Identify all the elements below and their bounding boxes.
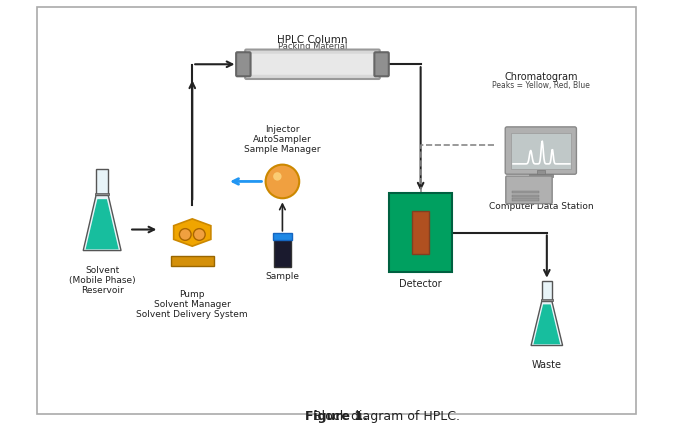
Circle shape (273, 172, 281, 181)
Polygon shape (174, 219, 211, 246)
Text: Pump
Solvent Manager
Solvent Delivery System: Pump Solvent Manager Solvent Delivery Sy… (137, 290, 248, 320)
FancyBboxPatch shape (96, 193, 109, 195)
FancyBboxPatch shape (512, 195, 539, 197)
FancyBboxPatch shape (374, 52, 389, 76)
Text: HPLC Column: HPLC Column (277, 35, 348, 45)
FancyBboxPatch shape (542, 281, 552, 301)
FancyBboxPatch shape (512, 191, 539, 193)
Circle shape (180, 229, 191, 240)
FancyBboxPatch shape (96, 169, 108, 195)
FancyBboxPatch shape (412, 211, 429, 254)
FancyBboxPatch shape (511, 133, 571, 169)
FancyBboxPatch shape (512, 198, 539, 201)
Polygon shape (85, 199, 118, 249)
Text: Sample: Sample (265, 272, 299, 281)
Text: Chromatogram: Chromatogram (504, 73, 577, 82)
FancyBboxPatch shape (273, 233, 292, 240)
Text: Waste: Waste (532, 360, 562, 370)
Polygon shape (531, 301, 563, 345)
Polygon shape (534, 305, 560, 344)
Text: Packing Material: Packing Material (278, 42, 347, 51)
Circle shape (193, 229, 205, 240)
Polygon shape (83, 195, 121, 251)
FancyBboxPatch shape (389, 193, 452, 272)
Text: Peaks = Yellow, Red, Blue: Peaks = Yellow, Red, Blue (492, 81, 590, 90)
Text: Detector: Detector (399, 279, 442, 290)
FancyBboxPatch shape (250, 54, 376, 75)
FancyBboxPatch shape (505, 127, 577, 174)
Circle shape (266, 165, 299, 198)
FancyBboxPatch shape (529, 174, 553, 177)
FancyBboxPatch shape (506, 176, 552, 204)
FancyBboxPatch shape (171, 256, 214, 266)
FancyBboxPatch shape (536, 170, 545, 174)
FancyBboxPatch shape (274, 234, 291, 267)
FancyBboxPatch shape (541, 299, 553, 301)
FancyBboxPatch shape (245, 49, 380, 79)
Text: Computer Data Station: Computer Data Station (489, 202, 593, 211)
FancyBboxPatch shape (236, 52, 250, 76)
Text: Block diagram of HPLC.: Block diagram of HPLC. (310, 410, 460, 423)
Text: Injector
AutoSampler
Sample Manager: Injector AutoSampler Sample Manager (244, 124, 320, 154)
Text: Figure 1.: Figure 1. (305, 410, 368, 423)
Text: Solvent
(Mobile Phase)
Reservoir: Solvent (Mobile Phase) Reservoir (69, 266, 135, 296)
